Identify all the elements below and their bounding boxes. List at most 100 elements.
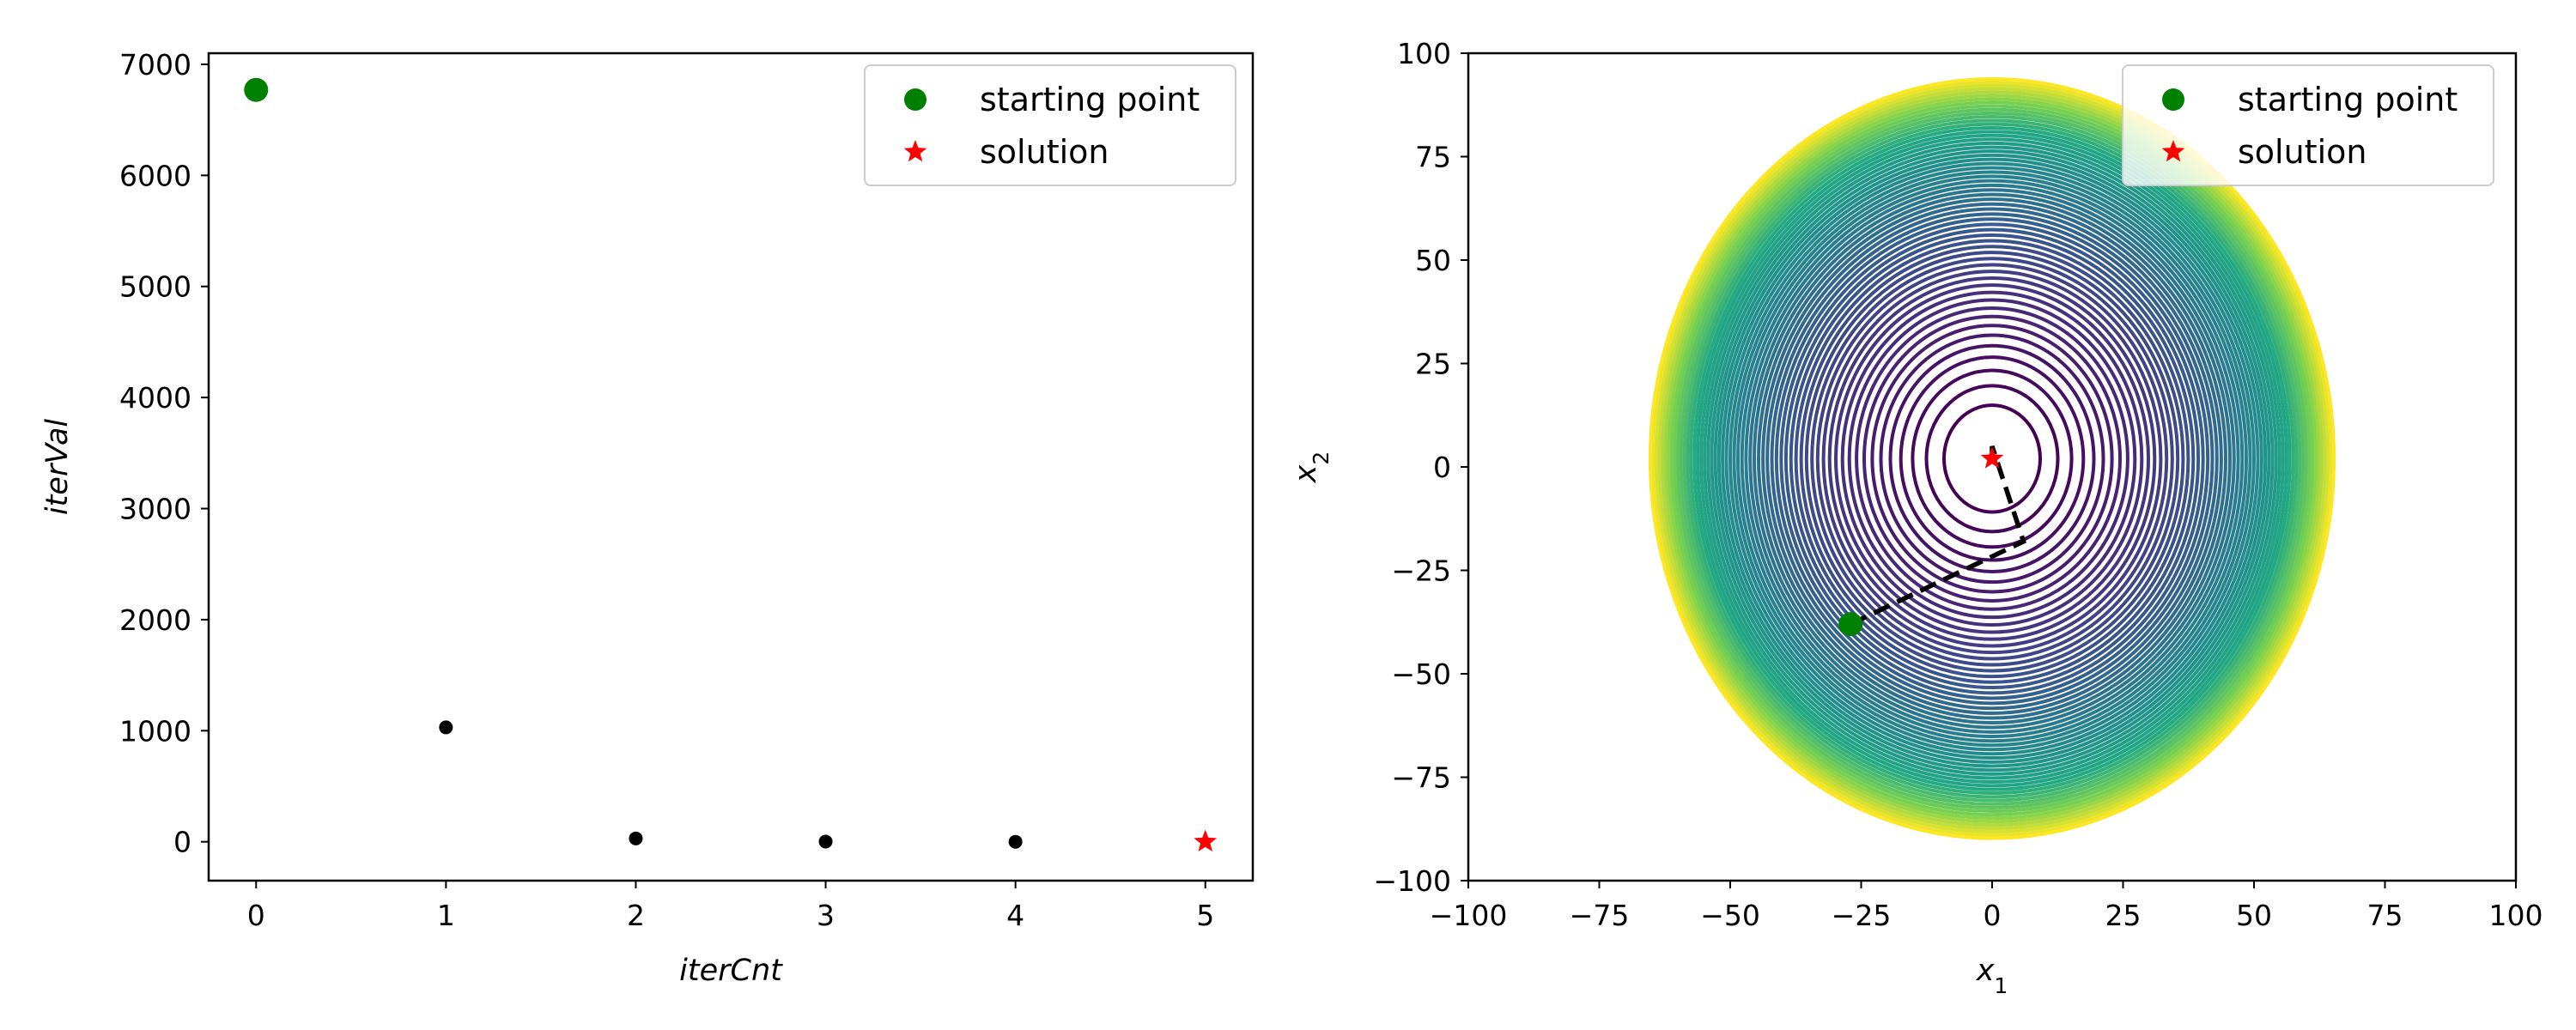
contour-line (1899, 355, 2086, 562)
left-xtick-label: 4 (1006, 899, 1024, 932)
contour-lines (1648, 77, 2336, 840)
right-ytick-label: 0 (1433, 451, 1451, 484)
contour-line (1654, 83, 2330, 833)
star-shape (1980, 446, 2004, 469)
contour-line (1716, 153, 2268, 764)
right-xlabel: x1 (1976, 954, 2008, 998)
right-legend-box (2122, 64, 2494, 186)
contour-line (1703, 137, 2281, 780)
contour-line (1740, 179, 2245, 739)
contour-line (1827, 276, 2157, 641)
left-xtick-label: 3 (817, 899, 835, 932)
right-legend-solution-label: solution (2238, 133, 2366, 171)
contour-line (1847, 298, 2137, 620)
contour-line (1667, 97, 2318, 821)
contour-line (1770, 212, 2215, 706)
contour-line (1732, 170, 2252, 748)
left-ytick-label: 1000 (119, 714, 191, 748)
starting-point-marker (1838, 612, 1863, 637)
right-ytick-label: −50 (1391, 657, 1451, 691)
contour-line (1783, 227, 2201, 690)
star-shape (903, 140, 927, 162)
left-xtick-label: 1 (437, 899, 455, 932)
contour-line (1924, 384, 2060, 534)
contour-line (1855, 306, 2129, 611)
right-legend-start-label: starting point (2238, 81, 2458, 118)
subscript: 2 (1309, 451, 1334, 465)
left-xtick-label: 5 (1196, 899, 1214, 932)
right-chart-ticks: −100 −75 −50 −25 0 25 50 75 100 −100 −75 −50 −25 0 25 5… (1373, 37, 2543, 932)
contour-line (1692, 125, 2292, 791)
contour-line (1840, 290, 2144, 627)
starting-point-marker (244, 77, 269, 102)
left-ytick-label: 7000 (119, 48, 191, 82)
contour-line (1911, 368, 2074, 549)
contour-line (1657, 87, 2327, 831)
left-xtick-label: 0 (247, 899, 265, 932)
contour-line (1724, 161, 2260, 756)
right-xtick-label: −50 (1700, 899, 1760, 932)
contour-line (1748, 188, 2236, 730)
contour-line (1821, 270, 2163, 648)
left-legend-start-marker (904, 88, 927, 111)
right-legend: starting point solution (2122, 64, 2494, 186)
right-ytick-label: −100 (1373, 864, 1451, 898)
right-ytick-label: 75 (1415, 141, 1451, 174)
right-ytick-label: −75 (1391, 761, 1451, 795)
star-shape (2161, 140, 2185, 162)
right-xtick-label: 25 (2105, 899, 2142, 932)
contour-line (1888, 343, 2096, 573)
right-xtick-label: 100 (2489, 899, 2543, 932)
right-ytick-label: 100 (1397, 37, 1451, 70)
left-chart-frame (207, 52, 1255, 882)
right-xtick-label: −75 (1570, 899, 1630, 932)
right-ytick-label: 50 (1415, 244, 1451, 277)
contour-line (1779, 222, 2205, 695)
contour-line (1710, 145, 2275, 772)
right-xlabel-text: x (1976, 954, 1995, 988)
contour-line (1815, 263, 2169, 655)
left-ytick-label: 0 (173, 826, 191, 859)
solution-marker (1194, 829, 1217, 851)
contour-line (1663, 94, 2321, 824)
contour-line (1794, 239, 2190, 679)
left-chart-ticks: 0 1 2 3 4 5 0 1000 2000 3000 4000 5000 6000 7000 (119, 48, 1214, 932)
right-xtick-label: 75 (2367, 899, 2403, 932)
contour-line (1879, 333, 2105, 585)
right-xtick-label: −25 (1832, 899, 1892, 932)
right-legend-start-marker (2162, 88, 2184, 111)
contour-line (1682, 115, 2302, 803)
contour-line (1753, 192, 2232, 725)
right-legend-solution-marker (2161, 140, 2185, 162)
right-ylabel: x2 (1289, 451, 1334, 484)
contour-line (1870, 324, 2114, 594)
subscript: 1 (1994, 973, 2008, 998)
contour-line (1669, 100, 2315, 817)
contour-line (1765, 207, 2219, 711)
left-ytick-label: 2000 (119, 603, 191, 637)
right-ytick-label: 25 (1415, 348, 1451, 381)
iteration-point (439, 720, 453, 735)
left-chart-points (244, 77, 1217, 851)
contour-line (1676, 107, 2308, 809)
contour-line (1862, 314, 2122, 603)
contour-line (1679, 111, 2306, 806)
contour-line (1648, 77, 2336, 840)
left-legend-solution-label: solution (980, 133, 1109, 171)
right-ylabel-text: x (1289, 464, 1323, 483)
left-ytick-label: 6000 (119, 159, 191, 192)
contour-line (1789, 233, 2196, 684)
left-xtick-label: 2 (627, 899, 645, 932)
left-ytick-label: 5000 (119, 270, 191, 304)
left-ylabel: iterVal (40, 419, 75, 516)
left-legend-start-label: starting point (980, 81, 1200, 118)
contour-line (1744, 183, 2240, 734)
contour-line (1761, 202, 2223, 715)
contour-line (1706, 141, 2278, 776)
contour-line (1799, 245, 2185, 673)
iteration-value-chart: 0 1 2 3 4 5 0 1000 2000 3000 4000 5000 6000 7000 iter… (40, 48, 1255, 988)
right-ytick-label: −25 (1391, 554, 1451, 588)
contour-line (1804, 251, 2180, 667)
contour-line (1834, 283, 2150, 634)
